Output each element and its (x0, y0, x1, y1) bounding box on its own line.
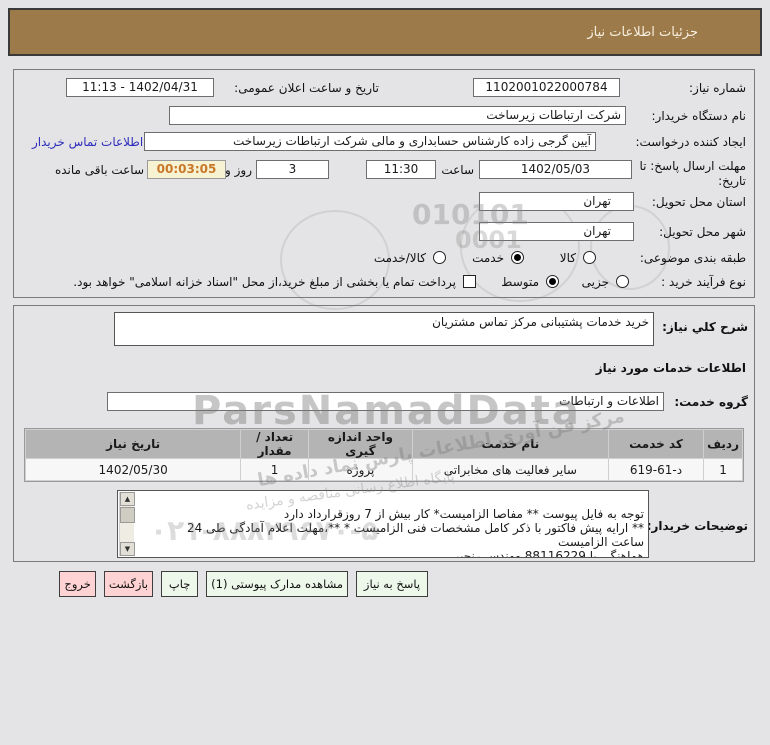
table-row: 1 د-61-619 سایر فعالیت های مخابراتی پروژ… (26, 459, 742, 480)
service-group-field[interactable]: اطلاعات و ارتباطات (107, 392, 664, 411)
city-label: شهر محل تحویل: (659, 225, 746, 239)
radio-goods-service-label: کالا/خدمت (373, 251, 426, 265)
action-button-row: پاسخ به نیاز مشاهده مدارک پیوستی (1) چاپ… (59, 571, 428, 597)
creator-label: ایجاد کننده درخواست: (635, 135, 746, 149)
radio-partial[interactable] (616, 275, 629, 288)
print-button[interactable]: چاپ (161, 571, 199, 597)
respond-to-need-button[interactable]: پاسخ به نیاز (356, 571, 428, 597)
view-attachments-button[interactable]: مشاهده مدارک پیوستی (1) (206, 571, 348, 597)
scroll-down-icon[interactable]: ▼ (120, 542, 135, 556)
city-field[interactable]: تهران (479, 222, 634, 241)
cell-unit: پروژه (308, 459, 412, 480)
services-section-title: اطلاعات خدمات مورد نیاز (595, 361, 746, 375)
buyer-notes-textarea[interactable]: توجه به فایل پیوست ** مفاصا الزامیست* کا… (117, 490, 649, 558)
cell-need-date: 1402/05/30 (26, 459, 241, 480)
announce-datetime-label: تاریخ و ساعت اعلان عمومی: (234, 81, 379, 95)
countdown-timer: 00:03:05 (147, 160, 226, 179)
creator-field[interactable]: آیین گرجی زاده کارشناس حسابداری و مالی ش… (144, 132, 596, 151)
services-table: ردیف کد خدمت نام خدمت واحد اندازه گیری ت… (24, 428, 744, 482)
scroll-thumb[interactable] (120, 507, 135, 523)
radio-medium-label: متوسط (501, 275, 539, 289)
remaining-label: ساعت باقی مانده (54, 163, 144, 177)
buyer-org-field[interactable]: شرکت ارتباطات زیرساخت (169, 106, 626, 125)
radio-medium[interactable] (546, 275, 559, 288)
deadline-label-line2: تاریخ: (718, 174, 746, 188)
need-description-textarea[interactable]: خرید خدمات پشتیبانی مرکز تماس مشتریان (114, 312, 654, 346)
province-field[interactable]: تهران (479, 192, 634, 211)
col-unit: واحد اندازه گیری (308, 430, 412, 458)
treasury-checkbox-label: پرداخت تمام یا بخشی از مبلغ خرید،از محل … (73, 275, 456, 289)
radio-goods-label: کالا (559, 251, 576, 265)
col-row-number: ردیف (704, 430, 742, 458)
buyer-notes-label: توضیحات خریدار: (646, 519, 748, 533)
radio-goods[interactable] (583, 251, 596, 264)
days-label: روز و (225, 163, 252, 177)
announce-datetime-field[interactable]: 1402/04/31 - 11:13 (66, 78, 214, 97)
cell-service-name: سایر فعالیت های مخابراتی (412, 459, 608, 480)
cell-service-code: د-61-619 (608, 459, 704, 480)
process-type-label: نوع فرآیند خرید : (661, 275, 746, 289)
col-service-code: کد خدمت (608, 430, 704, 458)
notes-scrollbar[interactable]: ▲ ▼ (119, 492, 135, 556)
col-service-name: نام خدمت (412, 430, 608, 458)
back-button[interactable]: بازگشت (103, 571, 154, 597)
services-box: شرح کلي نیاز: خرید خدمات پشتیبانی مرکز ت… (13, 305, 755, 562)
col-quantity: تعداد / مقدار (241, 430, 308, 458)
hour-label: ساعت (441, 163, 474, 177)
deadline-hour-field[interactable]: 11:30 (366, 160, 436, 179)
need-number-label: شماره نیاز: (689, 81, 746, 95)
deadline-label-line1: مهلت ارسال پاسخ: تا (639, 159, 746, 173)
page-title: جزئیات اطلاعات نیاز (587, 24, 698, 40)
radio-partial-label: جزیی (581, 275, 609, 289)
page-title-bar: جزئیات اطلاعات نیاز (8, 8, 762, 56)
radio-goods-service[interactable] (433, 251, 446, 264)
radio-service[interactable] (511, 251, 524, 264)
days-remaining-field[interactable]: 3 (256, 160, 329, 179)
radio-service-label: خدمت (472, 251, 504, 265)
exit-button[interactable]: خروج (59, 571, 96, 597)
service-group-label: گروه خدمت: (674, 395, 748, 409)
province-label: استان محل تحویل: (651, 195, 746, 209)
cell-row-number: 1 (704, 459, 742, 480)
need-number-field[interactable]: 1102001022000784 (473, 78, 620, 97)
classification-label: طبقه بندی موضوعی: (639, 251, 746, 265)
buyer-contact-link[interactable]: اطلاعات تماس خریدار (32, 135, 144, 149)
need-description-label: شرح کلي نیاز: (662, 320, 748, 334)
buyer-notes-text: توجه به فایل پیوست ** مفاصا الزامیست* کا… (186, 507, 644, 558)
cell-quantity: 1 (241, 459, 308, 480)
services-table-header-row: ردیف کد خدمت نام خدمت واحد اندازه گیری ت… (26, 430, 742, 458)
col-need-date: تاریخ نیاز (26, 430, 241, 458)
scroll-up-icon[interactable]: ▲ (120, 492, 135, 506)
deadline-date-field[interactable]: 1402/05/03 (479, 160, 632, 179)
treasury-checkbox[interactable] (463, 275, 476, 288)
buyer-org-label: نام دستگاه خریدار: (651, 109, 747, 123)
general-info-box: شماره نیاز: 1102001022000784 تاریخ و ساع… (13, 69, 755, 298)
